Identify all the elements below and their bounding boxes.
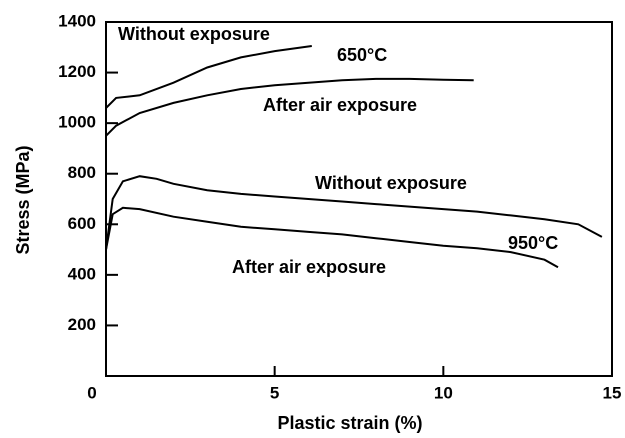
series-label: Without exposure <box>118 24 270 44</box>
y-axis-title: Stress (MPa) <box>13 145 33 254</box>
y-tick-label: 800 <box>68 163 96 182</box>
series-label: Without exposure <box>315 173 467 193</box>
plot-frame <box>105 21 613 377</box>
y-tick-label: 1200 <box>58 62 96 81</box>
y-tick-label: 1400 <box>58 11 96 30</box>
line <box>105 175 603 250</box>
x-tick-label: 10 <box>434 383 453 402</box>
line <box>105 77 474 137</box>
annotation: 950°C <box>508 233 558 253</box>
series-label: After air exposure <box>232 257 386 277</box>
annotation: 650°C <box>337 45 387 65</box>
x-tick-label: 0 <box>87 383 96 402</box>
series-label: After air exposure <box>263 95 417 115</box>
line <box>105 206 559 269</box>
line <box>105 45 312 109</box>
y-tick-label: 1000 <box>58 113 96 132</box>
y-tick-label: 200 <box>68 315 96 334</box>
y-tick-label: 400 <box>68 264 96 283</box>
x-axis-title: Plastic strain (%) <box>277 413 422 433</box>
x-tick-label: 15 <box>603 383 622 402</box>
y-tick-label: 600 <box>68 214 96 233</box>
x-tick-label: 5 <box>270 383 279 402</box>
